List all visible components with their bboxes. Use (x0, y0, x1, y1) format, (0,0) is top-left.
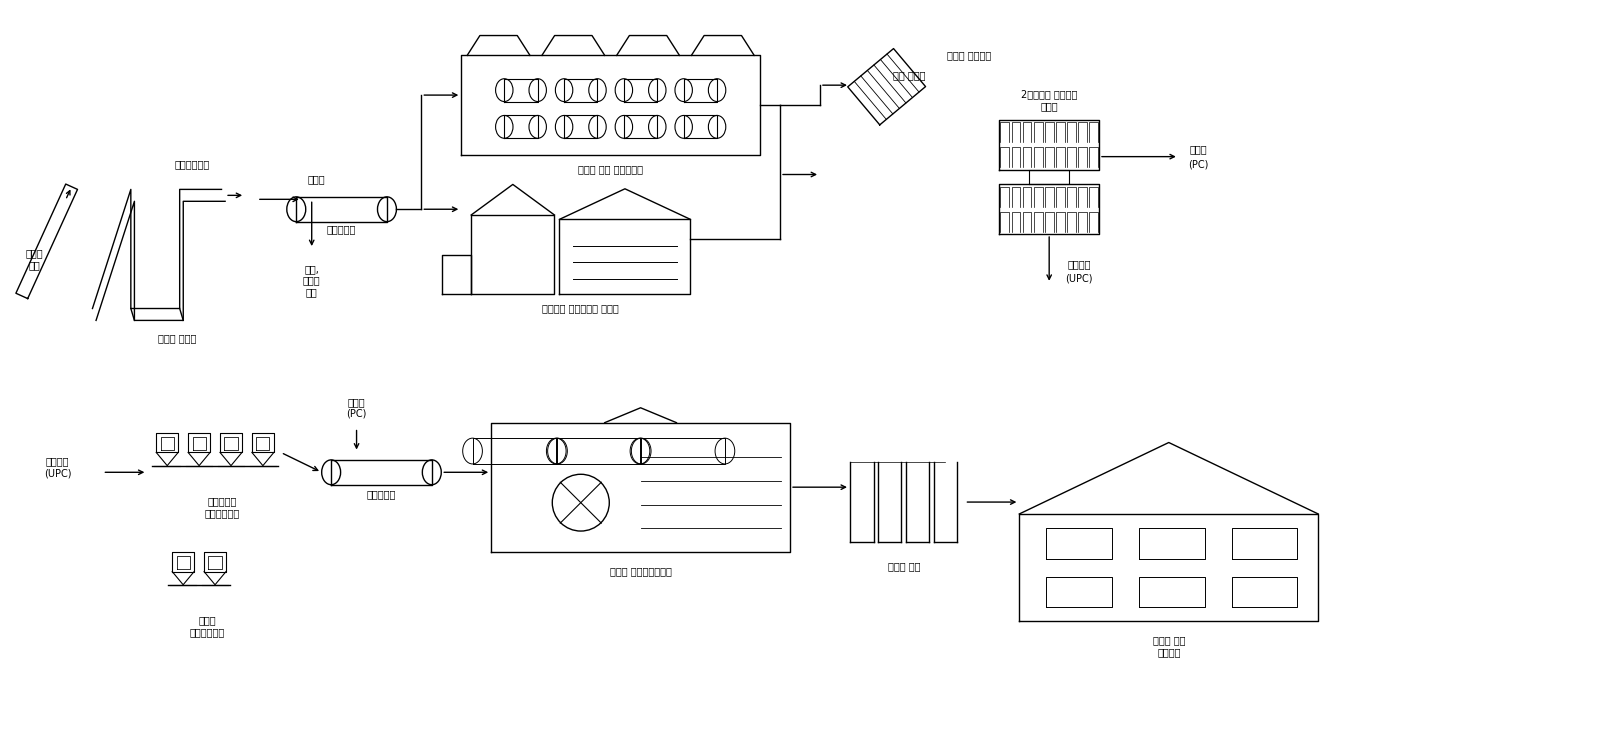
Text: 박피밤 급속동결건조기: 박피밤 급속동결건조기 (609, 566, 671, 577)
Text: 박피밤: 박피밤 (1190, 144, 1208, 154)
Text: 연속식 열풍 벨트건조기: 연속식 열풍 벨트건조기 (579, 165, 644, 175)
Text: 건조 밤원료: 건조 밤원료 (893, 70, 926, 81)
Text: (PC): (PC) (1188, 160, 1209, 169)
Text: 연마식
밤내피제거기: 연마식 밤내피제거기 (190, 615, 225, 637)
Text: 밤원료 수침조: 밤원료 수침조 (157, 334, 196, 343)
Text: 밤원료
투입: 밤원료 투입 (26, 248, 44, 270)
Text: 선별콘베어: 선별콘베어 (327, 224, 357, 234)
Text: 병과,
미숙밤
제거: 병과, 미숙밤 제거 (303, 264, 321, 297)
Text: 2단분리식 밤내외피
제거기: 2단분리식 밤내외피 제거기 (1021, 90, 1078, 111)
Text: 화염식 밤연소실: 화염식 밤연소실 (947, 50, 992, 60)
Text: 세척밤: 세척밤 (308, 175, 326, 184)
Text: 저온제습 하이브리드 건조기: 저온제습 하이브리드 건조기 (543, 303, 619, 313)
Text: 미박피밤: 미박피밤 (1067, 259, 1091, 269)
Text: 박피밤 원료
냉동창고: 박피밤 원료 냉동창고 (1153, 636, 1185, 657)
Text: 선별콘베어: 선별콘베어 (366, 489, 396, 499)
Text: (UPC): (UPC) (1065, 274, 1093, 284)
Text: 미박피밤
(UPC): 미박피밤 (UPC) (44, 456, 71, 478)
Text: 절단롤날식
밤내피제거기: 절단롤날식 밤내피제거기 (204, 496, 240, 518)
Text: 원료이송장치: 원료이송장치 (175, 160, 209, 169)
Text: 박피밤
(PC): 박피밤 (PC) (347, 397, 366, 419)
Text: 박피밤 원료: 박피밤 원료 (888, 562, 921, 572)
